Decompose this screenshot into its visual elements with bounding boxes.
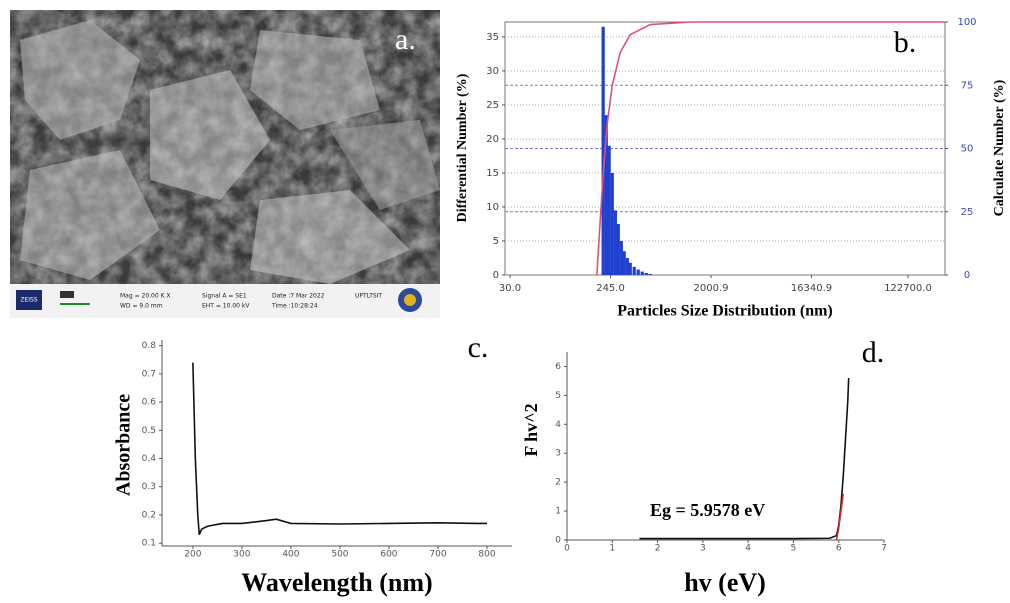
chart-panel: 30.0 245.0 2000.9 16340.9 122700.0 0 5 10 15 20 25… [455,17,1007,320]
bar [623,251,626,275]
x-tick-label: 400 [282,550,299,560]
bar [637,270,640,275]
x-axis-title: Particles Size Distribution (nm) [617,303,833,320]
bar [649,274,652,275]
x-tick-label: 0 [564,544,570,554]
bar [614,210,617,275]
y2-tick-label: 100 [957,17,976,28]
data-line [836,494,843,540]
x-tick-label: 2000.9 [694,283,729,294]
info-text: Signal A = SE1 [202,293,247,300]
y-tick-label: 0 [493,270,499,281]
y-tick-label: 6 [555,362,561,372]
y-tick-label: 2 [555,478,561,488]
x-axis-title: Wavelength (nm) [241,568,432,597]
scale-box [60,291,74,298]
panel-label: b. [894,26,917,59]
x-tick-label: 6 [836,544,842,554]
y-axis-title: Differential Number (%) [455,73,470,222]
bar [611,173,614,275]
y-tick-label: 5 [493,236,499,247]
y-axis-title: Absorbance [113,394,135,496]
figure: ZEISS Mag = 20.00 K X WD = 9.0 mm Signal… [0,0,1010,603]
y-tick-label: 0.2 [142,510,156,520]
y-tick-label: 0.6 [142,398,157,408]
bar [629,263,632,275]
y2-tick-label: 50 [961,144,974,155]
chart-panel: 200 300 400 500 600 700 800 0.1 0.2 0.3 0.4 0.5 0.6 0… [113,331,512,597]
panel-label: c. [468,331,489,364]
info-text: EHT = 10.00 kV [202,303,250,310]
y-tick-label: 1 [555,507,561,517]
x-tick-label: 3 [700,544,706,554]
info-text: WD = 9.0 mm [120,303,163,310]
x-tick-label: 200 [184,550,201,560]
x-tick-label: 122700.0 [884,283,932,294]
info-bar [10,284,440,318]
y-tick-label: 25 [486,100,499,111]
x-tick-label: 2 [655,544,661,554]
y2-tick-label: 0 [964,270,970,281]
institution-logo-center [404,294,416,306]
y-tick-label: 0.7 [142,369,156,379]
y-tick-label: 0.4 [142,454,157,464]
y-tick-label: 3 [555,449,561,459]
bar [641,272,644,275]
y2-tick-label: 75 [961,80,974,91]
chart-panel: 0 1 2 3 4 5 6 7 0 1 2 3 4 5 6 d. hv (eV) F hv^2 Eg = 5.957… [521,336,887,597]
info-text: Time :10:28:24 [271,303,318,310]
x-tick-label: 600 [380,550,397,560]
y-tick-label: 0.1 [142,539,156,549]
x-tick-label: 300 [233,550,250,560]
y2-axis-title: Calculate Number (%) [992,79,1007,216]
panel-label: d. [862,336,885,369]
info-text: Mag = 20.00 K X [120,293,171,300]
y-tick-label: 4 [555,420,561,430]
info-text: UPTLTSIT [355,293,382,300]
bar [626,258,629,275]
y-tick-label: 35 [486,32,499,43]
logo-text: ZEISS [20,297,37,304]
info-text: Date :7 Mar 2022 [272,293,325,300]
y-tick-label: 0.5 [142,426,156,436]
y-tick-label: 0.8 [142,341,157,351]
bar [633,267,636,275]
y-tick-label: 5 [555,391,561,401]
bar [617,224,620,275]
y-tick-label: 15 [486,168,499,179]
x-tick-label: 7 [881,544,887,554]
y-tick-label: 0.3 [142,482,156,492]
y-tick-label: 30 [486,66,499,77]
y2-tick-label: 25 [961,207,974,218]
annotation: Eg = 5.9578 eV [650,500,765,520]
x-tick-label: 16340.9 [791,283,832,294]
x-axis-title: hv (eV) [684,568,766,597]
panel-label: a. [395,23,416,56]
x-tick-label: 1 [609,544,615,554]
sem-image: ZEISS Mag = 20.00 K X WD = 9.0 mm Signal… [10,10,440,318]
bar [645,273,648,275]
x-tick-label: 5 [791,544,797,554]
y-tick-label: 10 [486,202,499,213]
x-tick-label: 700 [429,550,446,560]
bar [620,241,623,275]
data-line [193,363,487,535]
bar [608,146,611,275]
y-tick-label: 0 [555,536,561,546]
x-tick-label: 30.0 [499,283,521,294]
x-tick-label: 4 [745,544,751,554]
x-tick-label: 800 [478,550,495,560]
y-tick-label: 20 [486,134,499,145]
x-tick-label: 245.0 [596,283,625,294]
x-tick-label: 500 [331,550,348,560]
y-axis-title: F hv^2 [521,403,541,456]
